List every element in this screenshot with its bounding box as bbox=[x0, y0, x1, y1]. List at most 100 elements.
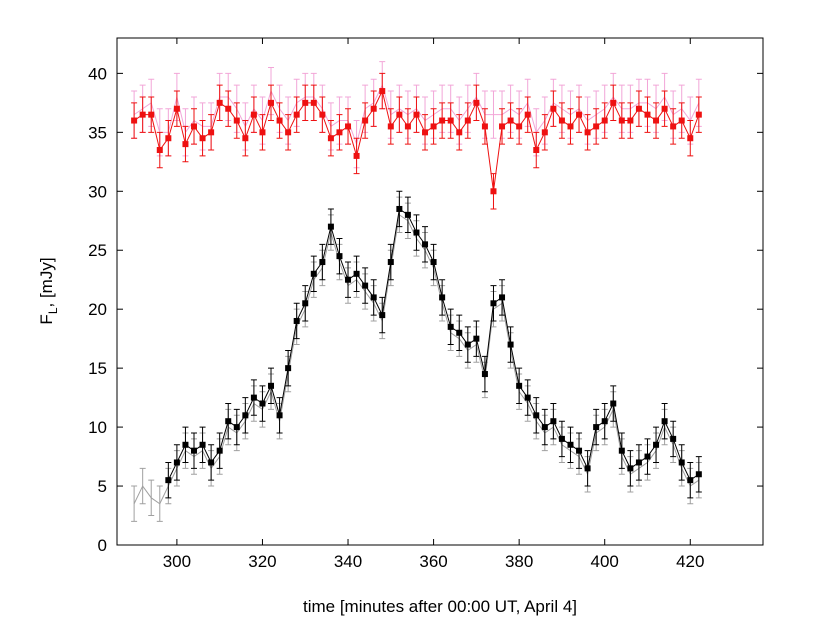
data-point bbox=[276, 412, 283, 419]
data-point bbox=[370, 294, 377, 301]
y-label-rest: , [mJy] bbox=[37, 257, 56, 307]
data-point bbox=[199, 135, 206, 142]
x-tick-label: 320 bbox=[248, 552, 276, 571]
data-point bbox=[473, 335, 480, 342]
data-point bbox=[601, 418, 608, 425]
data-point bbox=[379, 88, 386, 95]
y-tick-label: 20 bbox=[88, 300, 107, 319]
data-point bbox=[618, 447, 625, 454]
data-point bbox=[439, 294, 446, 301]
data-point bbox=[653, 441, 660, 448]
data-point bbox=[430, 259, 437, 266]
data-point bbox=[678, 459, 685, 466]
data-point bbox=[327, 223, 334, 230]
y-tick-label: 10 bbox=[88, 418, 107, 437]
y-tick-label: 40 bbox=[88, 64, 107, 83]
data-point bbox=[516, 382, 523, 389]
data-point bbox=[687, 477, 694, 484]
data-point bbox=[276, 117, 283, 124]
data-point bbox=[430, 123, 437, 130]
data-point bbox=[439, 117, 446, 124]
data-point bbox=[644, 111, 651, 118]
data-point bbox=[233, 424, 240, 431]
data-point bbox=[635, 459, 642, 466]
data-point bbox=[413, 229, 420, 236]
data-point bbox=[422, 241, 429, 248]
data-point bbox=[567, 441, 574, 448]
data-point bbox=[593, 424, 600, 431]
data-point bbox=[199, 441, 206, 448]
data-point bbox=[131, 117, 138, 124]
data-point bbox=[567, 123, 574, 130]
data-point bbox=[293, 317, 300, 324]
y-tick-label: 5 bbox=[98, 477, 107, 496]
data-point bbox=[507, 117, 514, 124]
data-point bbox=[516, 123, 523, 130]
data-point bbox=[302, 99, 309, 106]
data-point bbox=[533, 147, 540, 154]
data-point bbox=[576, 447, 583, 454]
data-point bbox=[576, 111, 583, 118]
data-point bbox=[396, 111, 403, 118]
data-point bbox=[618, 117, 625, 124]
data-point bbox=[319, 259, 326, 266]
data-point bbox=[550, 105, 557, 112]
data-point bbox=[250, 111, 257, 118]
data-point bbox=[610, 99, 617, 106]
data-point bbox=[490, 188, 497, 195]
data-point bbox=[250, 394, 257, 401]
y-tick-label: 15 bbox=[88, 359, 107, 378]
y-tick-label: 25 bbox=[88, 241, 107, 260]
x-tick-label: 380 bbox=[505, 552, 533, 571]
data-point bbox=[464, 117, 471, 124]
data-point bbox=[336, 129, 343, 136]
data-point bbox=[670, 123, 677, 130]
data-point bbox=[464, 341, 471, 348]
data-point bbox=[370, 105, 377, 112]
data-point bbox=[601, 117, 608, 124]
data-point bbox=[148, 111, 155, 118]
data-point bbox=[695, 111, 702, 118]
data-point bbox=[541, 424, 548, 431]
data-point bbox=[499, 123, 506, 130]
data-point bbox=[216, 447, 223, 454]
y-tick-label: 35 bbox=[88, 123, 107, 142]
data-point bbox=[413, 111, 420, 118]
data-point bbox=[225, 418, 232, 425]
data-point bbox=[387, 123, 394, 130]
data-point bbox=[233, 117, 240, 124]
y-tick-label: 30 bbox=[88, 182, 107, 201]
y-tick-label: 0 bbox=[98, 536, 107, 555]
y-axis-label: FL, [mJy] bbox=[37, 257, 60, 324]
data-point bbox=[165, 135, 172, 142]
data-point bbox=[310, 270, 317, 277]
data-point bbox=[345, 123, 352, 130]
data-point bbox=[422, 129, 429, 136]
data-point bbox=[336, 253, 343, 260]
data-point bbox=[661, 105, 668, 112]
error-bar bbox=[148, 479, 155, 517]
data-point bbox=[242, 135, 249, 142]
data-point bbox=[610, 400, 617, 407]
data-point bbox=[524, 111, 531, 118]
data-point bbox=[353, 270, 360, 277]
data-point bbox=[396, 205, 403, 212]
data-point bbox=[644, 453, 651, 460]
data-point bbox=[362, 117, 369, 124]
data-point bbox=[387, 259, 394, 266]
x-tick-label: 400 bbox=[591, 552, 619, 571]
data-point bbox=[447, 323, 454, 330]
data-point bbox=[302, 300, 309, 307]
error-bar bbox=[139, 467, 146, 505]
data-point bbox=[687, 135, 694, 142]
data-point bbox=[191, 447, 198, 454]
data-point bbox=[524, 394, 531, 401]
data-point bbox=[208, 129, 215, 136]
data-point bbox=[182, 441, 189, 448]
y-label-main: F bbox=[37, 314, 56, 324]
data-point bbox=[156, 147, 163, 154]
data-point bbox=[481, 371, 488, 378]
data-point bbox=[635, 105, 642, 112]
y-label-sub: L bbox=[46, 307, 60, 314]
